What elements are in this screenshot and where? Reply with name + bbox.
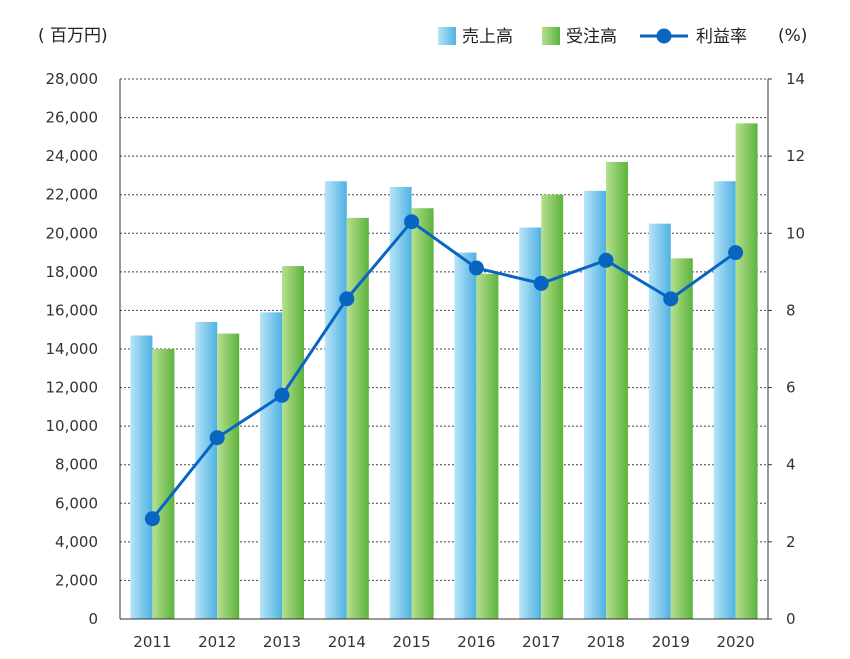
bar-orders <box>541 194 564 619</box>
bar-sales <box>648 223 671 619</box>
left-axis-tick-label: 22,000 <box>46 186 99 204</box>
left-axis-tick-label: 18,000 <box>46 263 99 281</box>
x-axis-tick-label: 2016 <box>457 633 495 651</box>
profit-point <box>598 252 614 268</box>
left-axis-tick-label: 4,000 <box>55 533 98 551</box>
left-axis-tick-label: 20,000 <box>46 224 99 242</box>
right-axis-tick-label: 4 <box>786 456 796 474</box>
left-axis-tick-label: 6,000 <box>55 494 98 512</box>
bar-orders <box>411 208 434 619</box>
x-axis-tick-label: 2013 <box>263 633 301 651</box>
x-axis-tick-label: 2012 <box>198 633 236 651</box>
bar-orders <box>735 123 758 619</box>
bar-sales <box>260 312 282 619</box>
tick-labels: 0 2,000 4,000 6,000 8,000 10,000 12,000 14,000 1… <box>46 70 806 651</box>
profit-point <box>468 260 484 276</box>
bar-sales <box>584 190 606 619</box>
bar-orders <box>606 161 628 619</box>
profit-line <box>144 214 744 527</box>
right-axis-tick-label: 2 <box>786 533 796 551</box>
legend-swatch-profit-marker <box>656 28 672 44</box>
bar-orders <box>476 273 499 619</box>
bar-sales <box>454 252 477 620</box>
profit-point <box>274 387 290 403</box>
profit-point <box>533 275 549 291</box>
legend-swatch-sales <box>438 27 456 45</box>
bar-orders <box>346 217 369 619</box>
left-axis-tick-label: 2,000 <box>55 571 98 589</box>
bar-sales <box>713 181 736 619</box>
left-axis-tick-label: 16,000 <box>46 301 99 319</box>
legend-label-sales: 売上高 <box>462 27 513 47</box>
profit-point <box>663 291 679 307</box>
bar-orders <box>670 258 693 619</box>
legend-swatch-orders <box>542 27 560 45</box>
profit-point <box>209 430 225 446</box>
bar-sales <box>324 181 347 619</box>
bar-orders <box>282 266 304 619</box>
x-axis-tick-label: 2019 <box>652 633 690 651</box>
left-axis-tick-label: 28,000 <box>46 70 99 88</box>
left-axis-tick-label: 10,000 <box>46 417 99 435</box>
bars <box>130 123 758 620</box>
profit-line-path <box>151 219 737 520</box>
bar-orders <box>217 333 240 619</box>
left-axis-tick-label: 0 <box>88 610 98 628</box>
right-axis-tick-label: 10 <box>786 224 805 242</box>
x-axis-tick-label: 2011 <box>133 633 171 651</box>
left-axis-tick-label: 24,000 <box>46 147 99 165</box>
legend-label-orders: 受注高 <box>566 27 617 47</box>
x-axis-tick-label: 2017 <box>522 633 560 651</box>
right-axis-tick-label: 8 <box>786 301 796 319</box>
profit-point <box>404 214 420 230</box>
right-axis-unit-label: (%) <box>778 26 807 46</box>
bar-sales <box>389 187 412 619</box>
left-axis-tick-label: 26,000 <box>46 109 99 127</box>
x-axis-tick-label: 2020 <box>717 633 755 651</box>
bar-sales <box>519 227 542 619</box>
x-axis-tick-label: 2014 <box>328 633 366 651</box>
bar-orders <box>152 349 175 619</box>
left-axis-tick-label: 12,000 <box>46 379 99 397</box>
legend: 売上高 受注高 利益率 <box>438 27 747 47</box>
right-axis-tick-label: 0 <box>786 610 796 628</box>
right-axis-tick-label: 14 <box>786 70 805 88</box>
bar-sales <box>195 322 218 619</box>
bar-sales <box>130 335 153 619</box>
legend-label-profit: 利益率 <box>696 27 747 47</box>
profit-point <box>728 245 744 261</box>
right-axis-tick-label: 6 <box>786 379 796 397</box>
profit-point <box>339 291 355 307</box>
left-axis-unit-label: ( 百万円) <box>38 26 108 46</box>
left-axis-tick-label: 14,000 <box>46 340 99 358</box>
left-axis-tick-label: 8,000 <box>55 456 98 474</box>
profit-point <box>144 511 160 527</box>
right-axis-tick-label: 12 <box>786 147 805 165</box>
x-axis-tick-label: 2018 <box>587 633 625 651</box>
axes <box>119 78 772 620</box>
x-axis-tick-label: 2015 <box>393 633 431 651</box>
